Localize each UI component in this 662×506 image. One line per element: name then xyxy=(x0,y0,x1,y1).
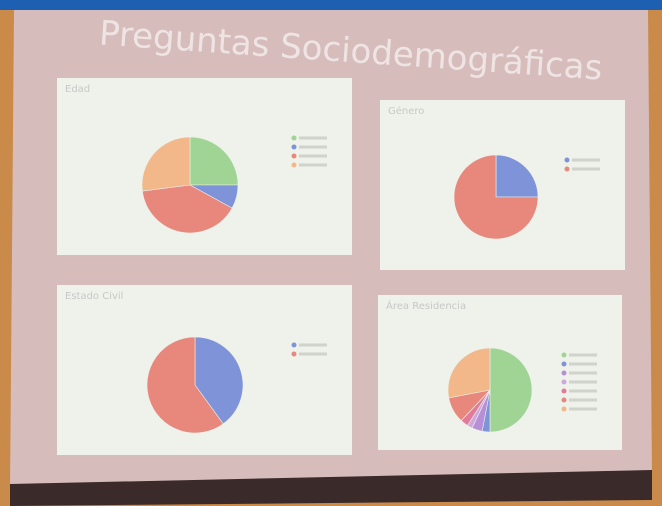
legend-swatch xyxy=(562,380,567,385)
legend-text-blur xyxy=(569,363,597,366)
photo: Preguntas Sociodemográficas EdadGéneroEs… xyxy=(0,0,662,506)
legend-swatch xyxy=(562,362,567,367)
legend-text-blur xyxy=(572,159,600,162)
top-bar xyxy=(0,0,662,10)
legend-text-blur xyxy=(569,399,597,402)
legend-text-blur xyxy=(569,381,597,384)
legend-swatch xyxy=(292,343,297,348)
legend-text-blur xyxy=(569,408,597,411)
legend-text-blur xyxy=(299,146,327,149)
legend-swatch xyxy=(562,398,567,403)
chart-title: Edad xyxy=(65,84,90,95)
legend-swatch xyxy=(292,163,297,168)
legend-swatch xyxy=(565,158,570,163)
legend-text-blur xyxy=(299,137,327,140)
chart-title: Estado Civil xyxy=(65,291,123,302)
legend-text-blur xyxy=(569,354,597,357)
legend-text-blur xyxy=(569,372,597,375)
legend-swatch xyxy=(562,407,567,412)
chart-title: Género xyxy=(388,105,424,117)
chart-title: Área Residencia xyxy=(386,299,466,312)
legend-swatch xyxy=(565,167,570,172)
legend-swatch xyxy=(562,371,567,376)
legend-swatch xyxy=(292,154,297,159)
legend-swatch xyxy=(292,136,297,141)
legend-swatch xyxy=(292,352,297,357)
legend-text-blur xyxy=(299,164,327,167)
legend-swatch xyxy=(562,353,567,358)
legend-swatch xyxy=(292,145,297,150)
legend-text-blur xyxy=(299,155,327,158)
legend-text-blur xyxy=(572,168,600,171)
legend-text-blur xyxy=(299,344,327,347)
legend-text-blur xyxy=(299,353,327,356)
legend-text-blur xyxy=(569,390,597,393)
legend-swatch xyxy=(562,389,567,394)
